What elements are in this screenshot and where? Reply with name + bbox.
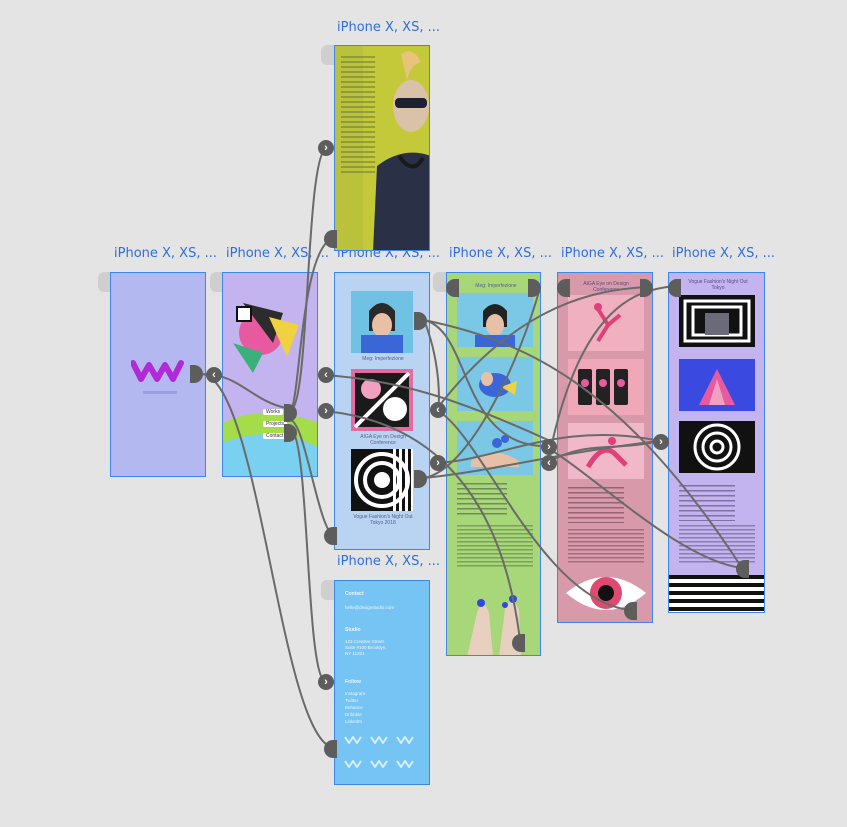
artboard-title-4[interactable]: iPhone X, XS, ... [449, 246, 553, 261]
body-text-block [457, 525, 533, 569]
list-item-label[interactable]: Vogue Fashion's Night Out Tokyo 2018 [353, 514, 413, 526]
wire-anchor[interactable] [557, 279, 570, 297]
forward-arrow-icon[interactable]: › [430, 455, 446, 471]
artboard-tab [210, 272, 224, 292]
forward-arrow-icon[interactable]: › [318, 674, 334, 690]
follow-link[interactable]: Dribbble [345, 712, 362, 717]
back-arrow-icon[interactable]: ‹ [541, 455, 557, 471]
aiga-photo-3 [568, 423, 644, 479]
wire-anchor[interactable] [324, 230, 337, 248]
artboard-vogue-detail[interactable]: Vogue Fashion's Night Out Tokyo [668, 272, 765, 613]
back-arrow-icon[interactable]: ‹ [318, 367, 334, 383]
tagline-line [143, 391, 177, 394]
wm-logo-icon [344, 736, 414, 768]
follow-link[interactable]: Twitter [345, 698, 359, 703]
follow-link[interactable]: LinkedIn [345, 719, 363, 724]
forward-arrow-icon[interactable]: › [541, 439, 557, 455]
back-arrow-icon[interactable]: ‹ [206, 367, 222, 383]
wire-anchor[interactable] [640, 279, 653, 297]
contact-email[interactable]: hello@designstudio.com [345, 605, 395, 610]
studio-heading: Studio [345, 627, 361, 633]
thumb-vogue[interactable] [351, 449, 413, 511]
wm-logo-icon [130, 359, 187, 388]
wire-anchor[interactable] [284, 424, 297, 442]
wire-anchor[interactable] [414, 470, 427, 488]
meta-text [679, 485, 735, 521]
detail-title: Vogue Fashion's Night Out Tokyo [688, 279, 748, 291]
wire-anchor[interactable] [736, 560, 749, 578]
forward-arrow-icon[interactable]: › [653, 434, 669, 450]
artboard-title-6[interactable]: iPhone X, XS, ... [672, 246, 776, 261]
artboard-tab [98, 272, 112, 292]
artboard-tab [321, 580, 335, 600]
detail-title: AIGA Eye on Design Conference [583, 281, 629, 293]
artboard-top[interactable] [334, 45, 430, 251]
artboard-tab [321, 45, 335, 65]
vogue-photo-3 [679, 421, 755, 473]
wire-anchor[interactable] [512, 634, 525, 652]
forward-arrow-icon[interactable]: › [318, 140, 334, 156]
contact-heading: Contact [345, 591, 364, 597]
wire-anchor[interactable] [528, 279, 541, 297]
wire-anchor[interactable] [284, 404, 297, 422]
wire-anchor[interactable] [414, 312, 427, 330]
list-item-label[interactable]: Meg: Imperfezione [362, 356, 404, 362]
artboard-project-list[interactable]: Meg: Imperfezione AIGA Eye on Design Con… [334, 272, 430, 550]
thumb-meg[interactable] [351, 291, 413, 353]
artboard-title-top[interactable]: iPhone X, XS, ... [337, 20, 441, 35]
vogue-photo-2 [679, 359, 755, 411]
list-item-label[interactable]: AIGA Eye on Design Conference [360, 434, 406, 446]
artboard-title-bottom[interactable]: iPhone X, XS, ... [337, 554, 441, 569]
artboard-title-2[interactable]: iPhone X, XS, ... [226, 246, 330, 261]
artboard-title-1[interactable]: iPhone X, XS, ... [114, 246, 218, 261]
body-text-block [568, 529, 644, 563]
menu-item-projects[interactable]: Projects [263, 421, 288, 427]
follow-link[interactable]: Behance [345, 705, 363, 710]
wire-anchor[interactable] [324, 740, 337, 758]
forward-arrow-icon[interactable]: › [318, 403, 334, 419]
back-arrow-icon[interactable]: ‹ [430, 402, 446, 418]
menu-item-contact[interactable]: Contact [263, 433, 287, 439]
aiga-photo-1 [568, 295, 644, 351]
wire-anchor[interactable] [624, 602, 637, 620]
follow-link[interactable]: Instagram [345, 691, 366, 696]
meta-text [568, 487, 624, 523]
artboard-aiga-detail[interactable]: AIGA Eye on Design Conference [557, 272, 653, 623]
artboard-title-5[interactable]: iPhone X, XS, ... [561, 246, 665, 261]
body-text-block [341, 56, 375, 176]
stripes-graphic [669, 575, 764, 612]
artboard-tab [433, 272, 447, 292]
artboard-contact[interactable]: Contact hello@designstudio.com Studio 12… [334, 580, 430, 785]
follow-heading: Follow [345, 679, 361, 685]
wire-anchor[interactable] [446, 279, 459, 297]
wire-anchor[interactable] [668, 279, 681, 297]
menu-item-works[interactable]: Works [263, 409, 284, 415]
studio-address: 123 Creative Street Suite #100 Brooklyn,… [345, 639, 387, 656]
vogue-photo-1 [679, 295, 755, 347]
wire-anchor[interactable] [190, 365, 203, 383]
detail-title: Meg: Imperfezione [475, 283, 517, 289]
wire-anchor[interactable] [324, 527, 337, 545]
